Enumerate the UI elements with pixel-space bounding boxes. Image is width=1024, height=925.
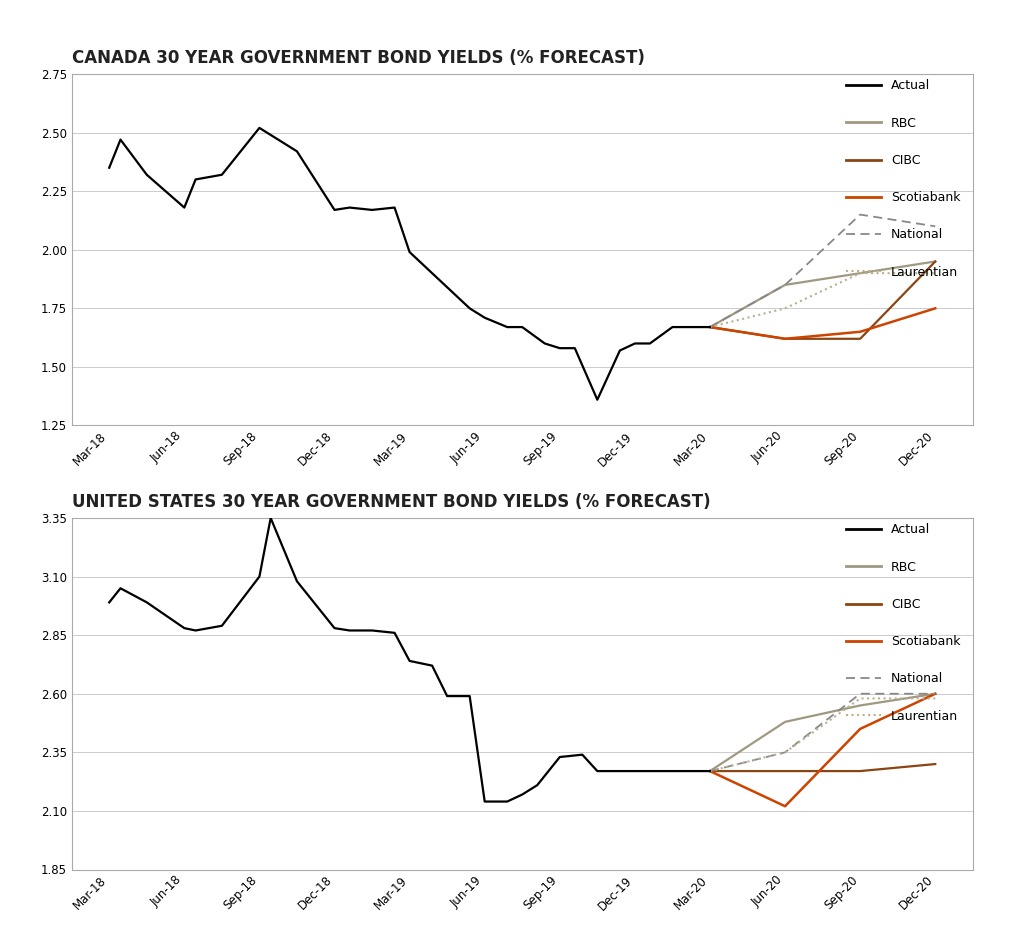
Legend: Actual,  , RBC,  , CIBC,  , Scotiabank,  , National,  , Laurentian: Actual, , RBC, , CIBC, , Scotiabank, , N…: [840, 73, 967, 285]
Text: CANADA 30 YEAR GOVERNMENT BOND YIELDS (% FORECAST): CANADA 30 YEAR GOVERNMENT BOND YIELDS (%…: [72, 49, 644, 67]
Legend: Actual,  , RBC,  , CIBC,  , Scotiabank,  , National,  , Laurentian: Actual, , RBC, , CIBC, , Scotiabank, , N…: [840, 517, 967, 729]
Text: UNITED STATES 30 YEAR GOVERNMENT BOND YIELDS (% FORECAST): UNITED STATES 30 YEAR GOVERNMENT BOND YI…: [72, 493, 711, 511]
